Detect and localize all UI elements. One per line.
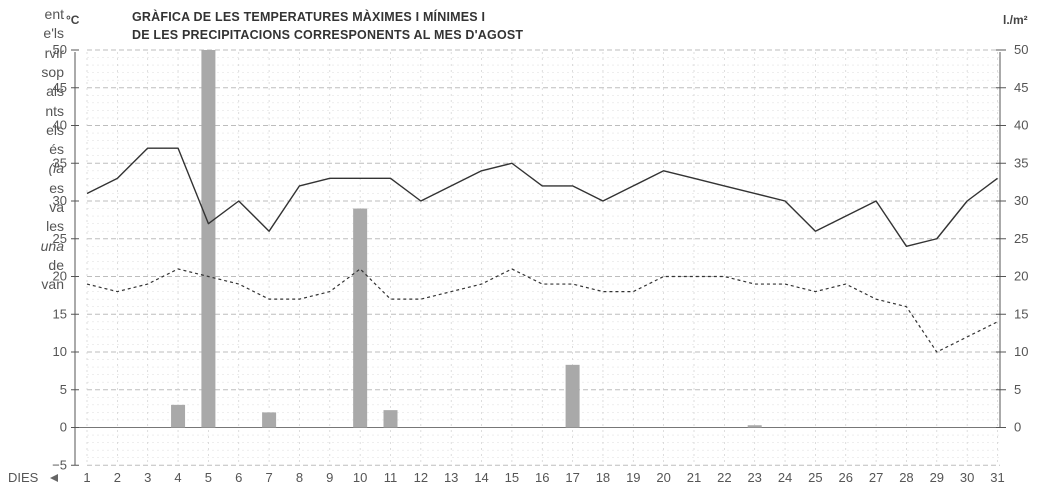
side-text-fragment: ent e'ls rvir sop als nts els és (la es va les una de… xyxy=(0,0,64,486)
max-temperature-line xyxy=(86,147,998,248)
x-tick-label: 4 xyxy=(174,470,181,485)
y-tick-label-right: 10 xyxy=(1014,344,1028,359)
precipitation-bar xyxy=(747,425,762,428)
x-tick-label: 20 xyxy=(656,470,670,485)
y-axis-right-unit: l./m² xyxy=(1003,13,1028,27)
side-text-line: es xyxy=(49,179,64,196)
x-tick-label: 31 xyxy=(990,470,1004,485)
y-tick-label-left: −5 xyxy=(52,457,67,472)
y-tick-label-left: 20 xyxy=(53,269,67,284)
x-tick-label: 1 xyxy=(83,470,90,485)
x-tick-label: 25 xyxy=(808,470,822,485)
y-tick-label-left: 50 xyxy=(53,42,67,57)
precipitation-bar xyxy=(262,412,277,428)
side-text-line: les xyxy=(46,218,64,235)
side-text-line: (la xyxy=(48,160,64,177)
x-tick-label: 22 xyxy=(717,470,731,485)
side-text-line: va xyxy=(49,199,64,215)
x-tick-label: 8 xyxy=(296,470,303,485)
x-tick-label: 12 xyxy=(414,470,428,485)
x-tick-label: 2 xyxy=(114,470,121,485)
x-tick-label: 6 xyxy=(235,470,242,485)
x-axis-label: DIES xyxy=(8,470,39,485)
y-tick-label-left: 5 xyxy=(60,382,67,397)
y-tick-label-left: 0 xyxy=(60,420,67,435)
y-tick-label-right: 30 xyxy=(1014,193,1028,208)
y-tick-label-right: 5 xyxy=(1014,382,1021,397)
x-tick-label: 21 xyxy=(687,470,701,485)
x-tick-label: 16 xyxy=(535,470,549,485)
y-tick-label-right: 45 xyxy=(1014,80,1028,95)
side-text-line: de xyxy=(48,256,64,273)
x-tick-label: 7 xyxy=(265,470,272,485)
x-tick-label: 15 xyxy=(505,470,519,485)
y-tick-label-left: 40 xyxy=(53,118,67,133)
chart-title-line1: GRÀFICA DE LES TEMPERATURES MÀXIMES I MÍ… xyxy=(132,10,486,24)
x-tick-label: 27 xyxy=(869,470,883,485)
x-tick-label: 10 xyxy=(353,470,367,485)
side-text-line: van xyxy=(41,276,64,293)
y-tick-label-right: 35 xyxy=(1014,155,1028,170)
chart-title-line2: DE LES PRECIPITACIONS CORRESPONENTS AL M… xyxy=(132,28,524,42)
precipitation-bar xyxy=(565,364,580,428)
y-tick-label-right: 0 xyxy=(1014,420,1021,435)
x-tick-label: 3 xyxy=(144,470,151,485)
y-tick-label-left: 15 xyxy=(53,306,67,321)
side-text-line: és xyxy=(49,141,64,158)
precipitation-bar xyxy=(201,50,216,428)
y-tick-label-right: 15 xyxy=(1014,306,1028,321)
y-tick-label-left: 35 xyxy=(53,155,67,170)
x-axis-arrow-icon xyxy=(50,474,58,482)
y-tick-label-left: 10 xyxy=(53,344,67,359)
x-tick-label: 29 xyxy=(930,470,944,485)
side-text-line: sop xyxy=(41,63,64,80)
precipitation-bar xyxy=(353,208,368,428)
y-tick-label-right: 50 xyxy=(1014,42,1028,57)
side-text-line: els xyxy=(46,121,64,138)
x-tick-label: 11 xyxy=(384,470,398,485)
x-tick-label: 17 xyxy=(565,470,579,485)
y-tick-label-right: 40 xyxy=(1014,118,1028,133)
x-tick-label: 23 xyxy=(747,470,761,485)
precipitation-bar xyxy=(171,404,186,428)
min-temperature-line xyxy=(86,268,998,353)
side-text-line: e'ls xyxy=(43,25,64,42)
y-tick-label-right: 20 xyxy=(1014,269,1028,284)
x-tick-label: 19 xyxy=(626,470,640,485)
x-tick-label: 18 xyxy=(596,470,610,485)
x-tick-label: 14 xyxy=(474,470,488,485)
y-tick-label-left: 25 xyxy=(53,231,67,246)
side-text-line: nts xyxy=(45,102,64,119)
x-tick-label: 5 xyxy=(205,470,212,485)
x-tick-label: 26 xyxy=(839,470,853,485)
side-text-line: ent xyxy=(44,6,64,22)
y-tick-label-left: 45 xyxy=(53,80,67,95)
x-tick-label: 24 xyxy=(778,470,792,485)
side-text-line: una xyxy=(40,237,64,254)
x-tick-label: 13 xyxy=(444,470,458,485)
side-text-line: rvir xyxy=(44,44,64,61)
side-text-line: als xyxy=(46,83,64,100)
x-tick-label: 28 xyxy=(899,470,913,485)
x-tick-label: 30 xyxy=(960,470,974,485)
y-tick-label-left: 30 xyxy=(53,193,67,208)
x-tick-label: 9 xyxy=(326,470,333,485)
precipitation-bar xyxy=(383,410,398,428)
y-axis-left-unit: °C xyxy=(66,13,80,27)
y-tick-label-right: 25 xyxy=(1014,231,1028,246)
